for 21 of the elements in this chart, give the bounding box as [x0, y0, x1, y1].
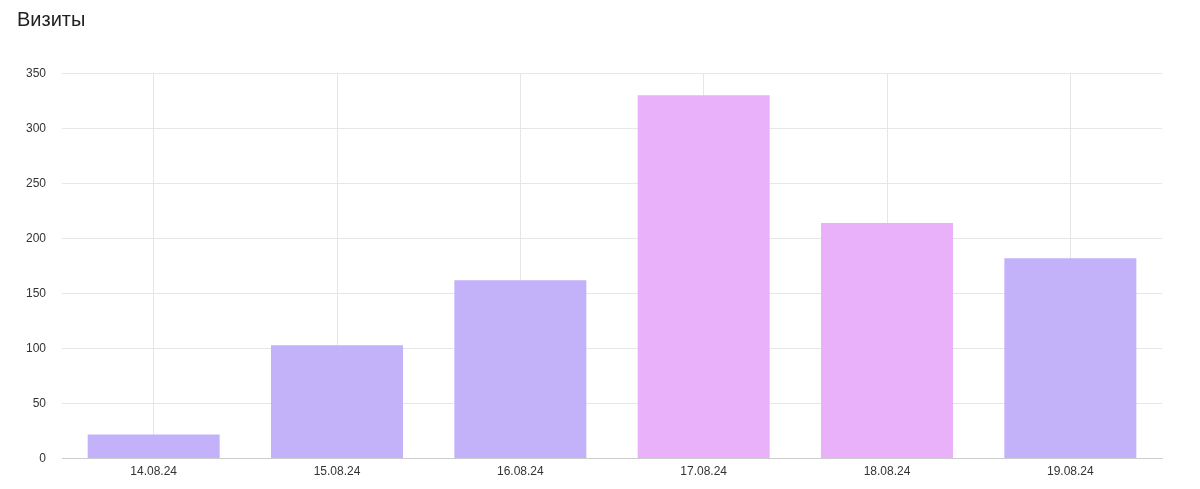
bar	[637, 95, 770, 459]
y-tick-label: 0	[39, 450, 47, 465]
y-tick-label: 100	[25, 340, 47, 355]
x-tick-label: 19.08.24	[1046, 464, 1095, 479]
bar	[87, 434, 220, 459]
bar	[1004, 258, 1137, 459]
bar	[454, 280, 587, 459]
x-tick-label: 16.08.24	[496, 464, 545, 479]
y-tick-label: 250	[25, 175, 47, 190]
y-tick-label: 350	[25, 65, 47, 80]
bar	[821, 222, 953, 459]
x-tick-label: 15.08.24	[313, 464, 361, 479]
x-tick-label: 14.08.24	[130, 464, 178, 479]
bar	[271, 345, 404, 459]
y-tick-label: 50	[32, 395, 47, 410]
chart-title: Визиты	[17, 8, 86, 31]
y-tick-label: 200	[25, 230, 47, 245]
y-tick-label: 300	[25, 120, 47, 135]
x-tick-label: 17.08.24	[680, 464, 728, 479]
x-tick-label: 18.08.24	[863, 464, 911, 479]
y-tick-label: 150	[25, 285, 47, 300]
